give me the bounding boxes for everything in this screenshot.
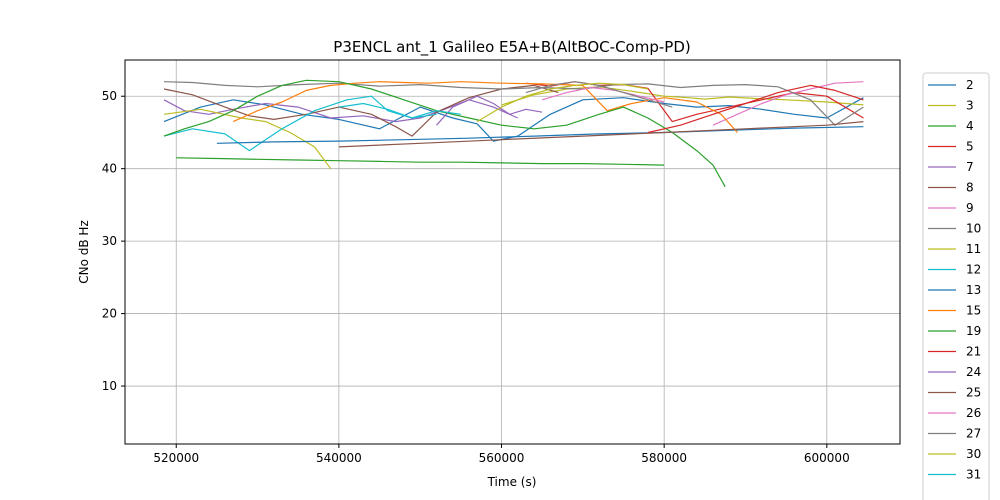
x-tick-label: 600000: [804, 451, 850, 465]
x-tick-label: 560000: [479, 451, 525, 465]
y-tick-label: 30: [102, 234, 117, 248]
legend-label-3: 3: [966, 99, 974, 113]
legend-label-5: 5: [966, 140, 974, 154]
x-tick-label: 580000: [641, 451, 687, 465]
y-tick-label: 10: [102, 379, 117, 393]
series-line-4: [176, 157, 665, 166]
series-line-19: [163, 79, 726, 188]
y-tick-label: 20: [102, 307, 117, 321]
legend-label-13: 13: [966, 283, 981, 297]
legend-label-21: 21: [966, 345, 981, 359]
legend-label-7: 7: [966, 160, 974, 174]
x-tick-label: 520000: [153, 451, 199, 465]
legend-label-26: 26: [966, 406, 981, 420]
series-line-2: [163, 97, 864, 142]
legend-label-12: 12: [966, 263, 981, 277]
series-line-13: [216, 126, 864, 144]
series-line-21: [647, 84, 864, 134]
series-line-9: [712, 81, 864, 126]
legend-label-2: 2: [966, 78, 974, 92]
y-axis-label: CNo dB Hz: [77, 220, 91, 284]
grid: [125, 60, 900, 444]
x-tick-label: 540000: [316, 451, 362, 465]
x-axis: 520000 540000 560000 580000 600000: [153, 444, 850, 465]
legend-label-25: 25: [966, 386, 981, 400]
series-line-25: [338, 121, 864, 148]
legend: 2 3 4 5 7 8 9 10 11 12 13 15 19 21 24 25 26 27 30 31: [922, 72, 990, 500]
legend-label-19: 19: [966, 324, 981, 338]
series-line-31: [338, 102, 461, 119]
legend-label-27: 27: [966, 427, 981, 441]
series-line-26: [542, 86, 665, 103]
legend-box: [922, 72, 990, 500]
legend-label-24: 24: [966, 365, 981, 379]
y-tick-label: 40: [102, 162, 117, 176]
y-tick-label: 50: [102, 89, 117, 103]
x-axis-label: Time (s): [487, 475, 537, 489]
plot-frame: [124, 59, 901, 445]
series-line-11: [163, 108, 332, 170]
legend-label-4: 4: [966, 119, 974, 133]
series-line-8: [163, 84, 559, 137]
legend-label-11: 11: [966, 242, 981, 256]
y-axis: 10 20 30 40 50: [102, 89, 125, 393]
legend-label-8: 8: [966, 181, 974, 195]
series-line-12: [163, 95, 437, 152]
legend-label-15: 15: [966, 304, 981, 318]
series-line-24: [436, 95, 543, 126]
legend-label-31: 31: [966, 468, 981, 482]
series-line-30: [476, 82, 649, 123]
chart-title: P3ENCL ant_1 Galileo E5A+B(AltBOC-Comp-P…: [333, 38, 690, 57]
series-line-27: [525, 81, 673, 108]
legend-label-10: 10: [966, 222, 981, 236]
series-group: [163, 79, 864, 188]
legend-label-30: 30: [966, 447, 981, 461]
series-line-15: [232, 81, 738, 133]
legend-label-9: 9: [966, 201, 974, 215]
